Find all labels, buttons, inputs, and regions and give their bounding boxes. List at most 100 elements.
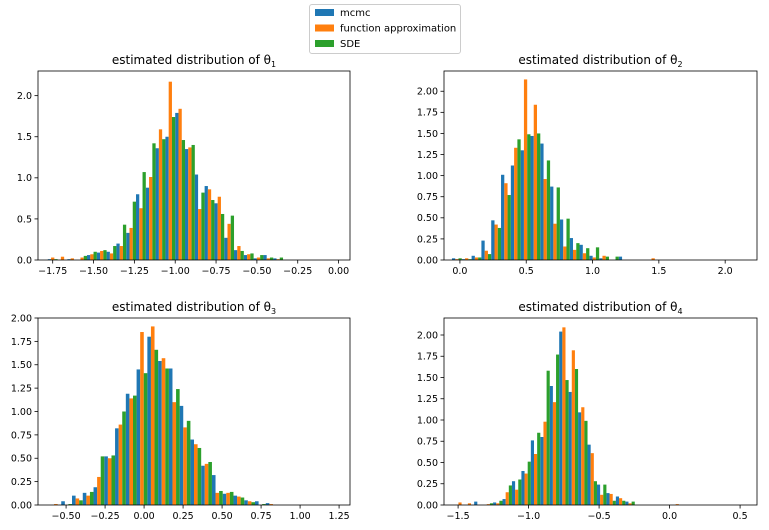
bar (556, 354, 560, 505)
bar (132, 201, 137, 260)
bar (237, 246, 241, 260)
x-tick-label: 1.00 (290, 511, 311, 522)
bar (501, 174, 505, 260)
x-tick-label: −0.50 (52, 511, 81, 522)
bar (215, 492, 220, 505)
bar (599, 258, 603, 260)
x-tick-label: −0.50 (242, 266, 271, 277)
x-tick-label: 1.0 (585, 266, 600, 277)
legend-item-function-approximation: function approximation (315, 24, 456, 35)
bar (183, 427, 187, 505)
bar (507, 195, 511, 260)
x-tick-label: 0.00 (328, 266, 349, 277)
bar (240, 497, 245, 505)
bar (562, 327, 566, 505)
bar (619, 498, 623, 505)
bar (211, 200, 215, 260)
bar (497, 227, 502, 260)
bar (552, 402, 557, 505)
legend-label: function approximation (340, 24, 456, 35)
series-mcmc (474, 331, 629, 505)
y-tick-label: 1.25 (417, 150, 438, 161)
bar (122, 224, 127, 260)
y-tick-label: 0.00 (417, 255, 438, 266)
bar (100, 456, 105, 505)
bar (224, 237, 228, 260)
y-tick-label: 0.00 (11, 500, 32, 511)
bar (625, 501, 629, 505)
bar (171, 117, 176, 261)
chart-panel-2: 0.0 0.5 1.0 1.5 2.0 0.00 0.25 0.50 0.75 1.00 1.25 1… (417, 53, 758, 277)
bar (609, 493, 613, 505)
bar (113, 246, 117, 260)
y-tick-label: 0.75 (417, 192, 438, 203)
bar (631, 501, 635, 505)
legend-swatch (315, 24, 334, 32)
bar (97, 476, 101, 505)
series-SDE (68, 349, 266, 505)
bar (553, 223, 557, 260)
bar (606, 493, 610, 505)
bar (474, 257, 479, 260)
bar (100, 250, 104, 260)
y-tick-label: 1.50 (11, 360, 32, 371)
bar (273, 258, 277, 260)
bar (133, 395, 137, 505)
x-tick-label: 0.25 (173, 511, 194, 522)
bar (230, 215, 235, 260)
legend-frame (309, 4, 461, 54)
bar (96, 252, 101, 260)
bar (237, 496, 241, 505)
bar (592, 257, 596, 260)
y-tick-label: 1.75 (417, 352, 438, 363)
bar (229, 491, 234, 505)
bar (220, 213, 225, 260)
bar (581, 407, 585, 505)
x-tick-label: −0.5 (588, 511, 611, 522)
bar (486, 504, 490, 505)
bar (533, 104, 538, 260)
y-tick-label: 0.50 (417, 213, 438, 224)
bar (260, 255, 264, 260)
y-tick-label: 0.0 (17, 255, 32, 266)
bar (72, 495, 76, 505)
bar (51, 257, 55, 260)
bar (119, 246, 123, 260)
bar (569, 238, 573, 260)
bar (176, 389, 180, 505)
chart-panel-4: −1.5 −1.0 −0.5 0.0 0.5 0.00 0.25 0.50 0.75 1.00 1.… (417, 300, 758, 522)
x-tick-label: −0.75 (201, 266, 230, 277)
bar (79, 500, 83, 505)
bar (140, 332, 144, 505)
bar (523, 79, 528, 260)
bar (129, 227, 133, 260)
bar (489, 503, 494, 505)
bar (543, 179, 547, 260)
bar (222, 493, 227, 505)
bar (194, 444, 198, 505)
bar (487, 254, 492, 260)
bar (593, 481, 597, 505)
bar (618, 256, 623, 261)
y-tick-label: 1.0 (17, 173, 32, 184)
bar (559, 219, 564, 260)
x-tick-label: 0.0 (662, 511, 677, 522)
bar (211, 475, 216, 505)
y-tick-label: 1.75 (11, 337, 32, 348)
y-tick-label: 0.75 (11, 430, 32, 441)
bar (89, 491, 94, 505)
bar (276, 259, 280, 260)
y-tick-label: 0.50 (11, 454, 32, 465)
x-tick-label: −1.25 (120, 266, 149, 277)
bar (150, 326, 155, 505)
bar (584, 420, 588, 505)
bar (540, 437, 544, 505)
bar (494, 224, 498, 260)
y-tick-label: 1.75 (417, 108, 438, 119)
x-tick-label: −0.25 (283, 266, 312, 277)
bar (129, 398, 134, 505)
bar (168, 368, 173, 505)
series-mcmc (61, 336, 270, 505)
bar (546, 370, 550, 505)
series-SDE (54, 117, 284, 261)
